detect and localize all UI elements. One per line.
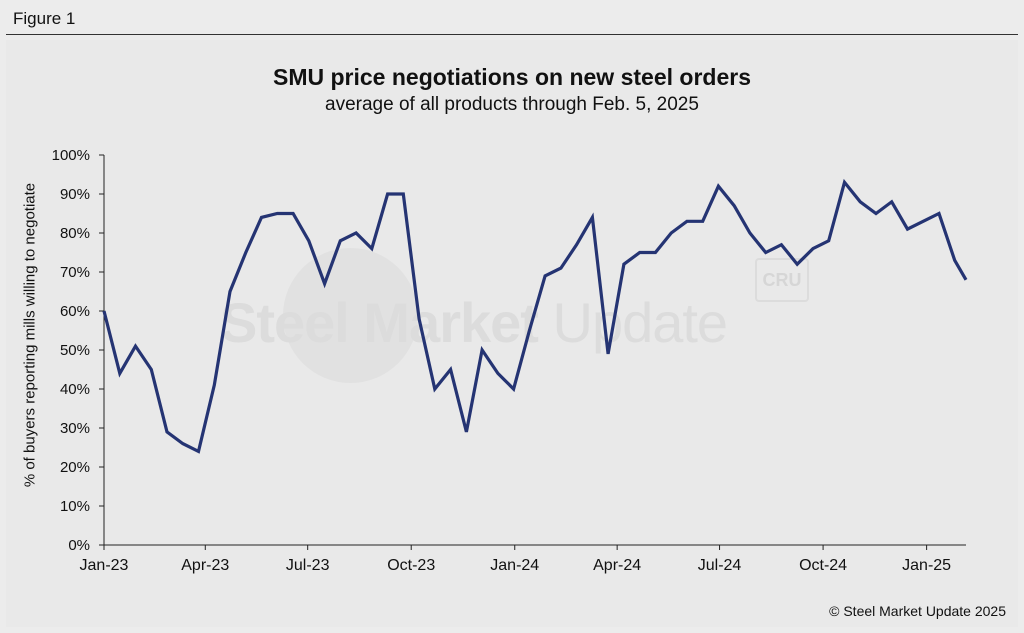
y-tick-label: 20% [60, 459, 90, 476]
x-tick-label: Jan-23 [80, 557, 129, 574]
x-tick-label: Oct-24 [799, 557, 847, 574]
y-tick-label: 30% [60, 420, 90, 437]
watermark-brand-bold: Steel Market [220, 291, 539, 354]
y-tick-label: 100% [52, 147, 90, 164]
figure-header: Figure 1 [6, 6, 1018, 35]
chart-panel [6, 40, 1018, 627]
x-tick-label: Jan-25 [902, 557, 951, 574]
series-line [102, 178, 968, 454]
y-tick-label: 70% [60, 264, 90, 281]
x-tick-label: Jul-24 [698, 557, 742, 574]
x-tick-label: Apr-23 [181, 557, 229, 574]
x-tick-label: Oct-23 [387, 557, 435, 574]
figure-label: Figure 1 [13, 9, 76, 28]
watermark-text: Steel Market Update [220, 290, 729, 355]
y-tick-label: 60% [60, 303, 90, 320]
watermark-brand-light: Update [552, 291, 729, 354]
y-tick-label: 0% [68, 537, 90, 554]
y-tick-label: 80% [60, 225, 90, 242]
copyright-notice: © Steel Market Update 2025 [829, 603, 1006, 619]
watermark-logo: CRU [755, 258, 809, 302]
y-tick-label: 90% [60, 186, 90, 203]
watermark-circle [283, 248, 418, 383]
y-tick-label: 50% [60, 342, 90, 359]
y-tick-label: 40% [60, 381, 90, 398]
chart-title: SMU price negotiations on new steel orde… [273, 64, 751, 90]
x-tick-label: Apr-24 [593, 557, 641, 574]
y-tick-label: 10% [60, 498, 90, 515]
chart-subtitle: average of all products through Feb. 5, … [325, 94, 699, 115]
x-tick-label: Jul-23 [286, 557, 330, 574]
x-tick-label: Jan-24 [490, 557, 539, 574]
